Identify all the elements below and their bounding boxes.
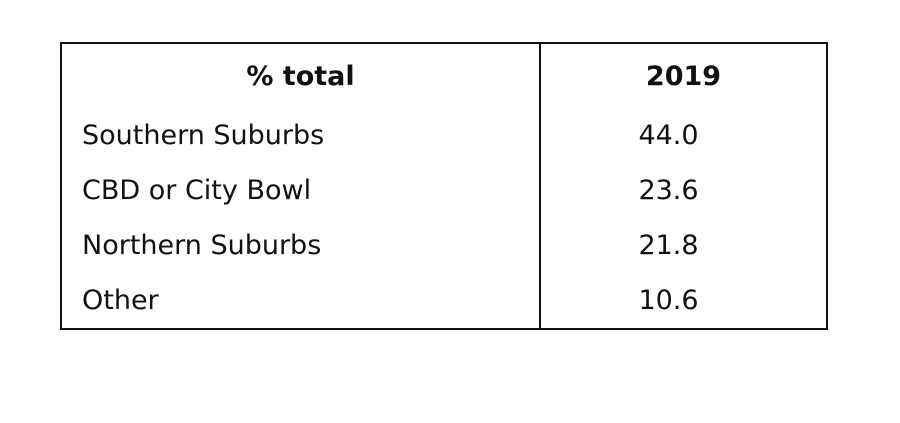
cell-value: 21.8 (638, 230, 699, 261)
row-label: CBD or City Bowl (61, 163, 541, 218)
table-row: Other 10.6 (61, 273, 827, 329)
table-row: Southern Suburbs 44.0 (61, 108, 827, 163)
cell-value: 23.6 (638, 175, 699, 206)
header-cell: 2019 (645, 60, 722, 92)
header-cell: % total (61, 43, 541, 108)
data-table: % total 2019 Southern Suburbs 44.0 CBD or C… (60, 42, 828, 330)
table-body: Southern Suburbs 44.0 CBD or City Bowl 23.6… (61, 108, 827, 329)
row-label: Other (61, 273, 541, 329)
cell-value: 44.0 (638, 120, 699, 151)
table-head: % total 2019 (61, 43, 827, 108)
row-label: Northern Suburbs (61, 218, 541, 273)
row-label: Southern Suburbs (61, 108, 541, 163)
table-row: Northern Suburbs 21.8 (61, 218, 827, 273)
header-row: % total 2019 (61, 43, 827, 108)
cell-value: 10.6 (638, 285, 699, 316)
table-row: CBD or City Bowl 23.6 (61, 163, 827, 218)
